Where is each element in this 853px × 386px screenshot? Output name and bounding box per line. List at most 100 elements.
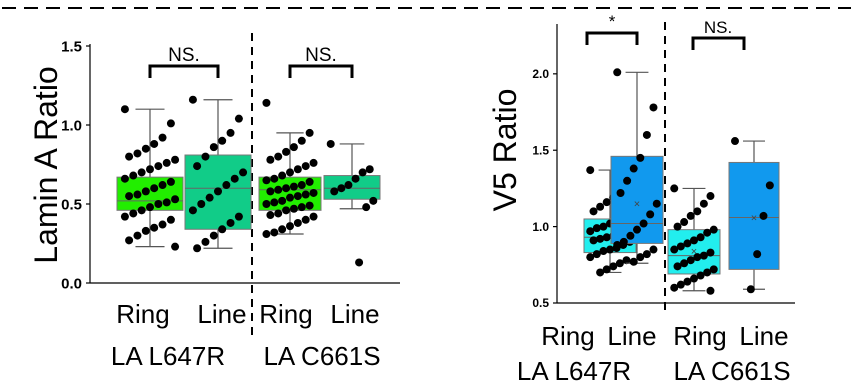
significance-label: NS.: [704, 18, 732, 37]
data-point: [171, 155, 180, 164]
data-point: [162, 198, 171, 207]
significance-label: NS.: [168, 45, 200, 66]
data-point: [150, 139, 159, 148]
data-point: [226, 128, 235, 137]
data-point: [171, 195, 180, 204]
data-point: [596, 202, 605, 211]
data-point: [344, 181, 353, 190]
data-point: [683, 277, 692, 286]
data-point: [193, 244, 202, 253]
data-point: [266, 187, 275, 196]
data-point: [301, 162, 310, 171]
data-point: [305, 177, 314, 186]
data-point: [282, 184, 291, 193]
data-point: [586, 253, 595, 262]
data-point: [150, 184, 159, 193]
box-3: ×: [667, 184, 721, 295]
data-point: [141, 226, 150, 235]
data-point: [699, 199, 708, 208]
data-point: [652, 199, 661, 208]
data-point: [162, 158, 171, 167]
box-2: [184, 95, 252, 253]
data-point: [278, 196, 287, 205]
data-point: [309, 212, 318, 221]
data-point: [274, 152, 283, 161]
data-point: [270, 174, 279, 183]
category-label: Ring: [673, 321, 726, 351]
data-point: [670, 184, 679, 193]
data-point: [759, 211, 768, 220]
data-point: [649, 245, 658, 254]
data-point: [297, 136, 306, 145]
data-point: [686, 211, 695, 220]
data-point: [125, 152, 134, 161]
data-point: [703, 268, 712, 277]
data-point: [765, 181, 774, 190]
mean-marker: ×: [691, 246, 697, 258]
data-point: [125, 192, 134, 201]
data-point: [286, 193, 294, 202]
data-point: [642, 250, 651, 259]
data-point: [753, 250, 762, 259]
category-label: Ring: [541, 321, 594, 351]
data-point: [633, 225, 641, 234]
group-label-l647r: LA L647R: [111, 341, 225, 371]
data-point: [731, 137, 739, 146]
box-4: ×: [728, 137, 780, 294]
data-point: [154, 200, 163, 208]
category-label: Ring: [116, 299, 169, 329]
data-point: [589, 207, 598, 216]
data-point: [218, 136, 227, 145]
data-point: [351, 174, 360, 183]
data-point: [297, 181, 306, 190]
data-point: [146, 203, 154, 212]
data-point: [120, 105, 129, 114]
data-point: [670, 283, 679, 292]
data-point: [602, 233, 611, 242]
data-point: [626, 231, 635, 240]
y-tick-label: 1.0: [61, 117, 82, 134]
data-point: [274, 209, 283, 218]
data-point: [230, 174, 239, 183]
data-point: [293, 165, 302, 174]
data-point: [166, 119, 175, 128]
data-point: [690, 236, 698, 245]
y-axis-label: Lamin A Ratio: [28, 66, 64, 263]
data-point: [693, 207, 702, 216]
data-point: [205, 193, 214, 202]
y-tick-label: 0.5: [532, 296, 549, 310]
data-point: [699, 251, 708, 260]
plot-area: 0.51.01.52.0×Ring×Line×Ring×Line*NS.: [532, 12, 795, 351]
data-point: [355, 258, 364, 267]
data-point: [586, 166, 595, 175]
data-point: [309, 158, 318, 167]
data-point: [218, 225, 227, 234]
data-point: [305, 128, 314, 137]
data-point: [154, 162, 163, 171]
data-point: [693, 253, 702, 262]
data-point: [326, 139, 335, 148]
y-tick-label: 0.5: [61, 196, 82, 213]
box-rect: [323, 175, 381, 200]
data-point: [706, 248, 715, 257]
data-point: [146, 165, 154, 174]
data-point: [599, 222, 608, 231]
data-point: [289, 143, 298, 152]
data-point: [596, 234, 605, 243]
significance-bracket: [691, 36, 746, 50]
data-point: [337, 184, 346, 193]
data-point: [289, 182, 298, 191]
data-point: [746, 285, 755, 294]
data-point: [282, 147, 291, 156]
data-point: [301, 215, 310, 224]
data-point: [193, 162, 202, 171]
data-point: [330, 187, 339, 196]
category-label: Line: [739, 321, 788, 351]
data-point: [214, 187, 222, 196]
mean-marker: ×: [751, 212, 757, 224]
v5-panel: V5 Ratio LA L647R LA C661S 0.5 1.0 1.5 2.0 ×…: [487, 12, 795, 386]
y-tick-label: 1.5: [532, 143, 549, 157]
data-point: [706, 192, 715, 201]
data-point: [709, 265, 718, 274]
